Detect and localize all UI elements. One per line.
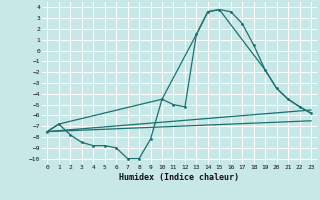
X-axis label: Humidex (Indice chaleur): Humidex (Indice chaleur): [119, 173, 239, 182]
